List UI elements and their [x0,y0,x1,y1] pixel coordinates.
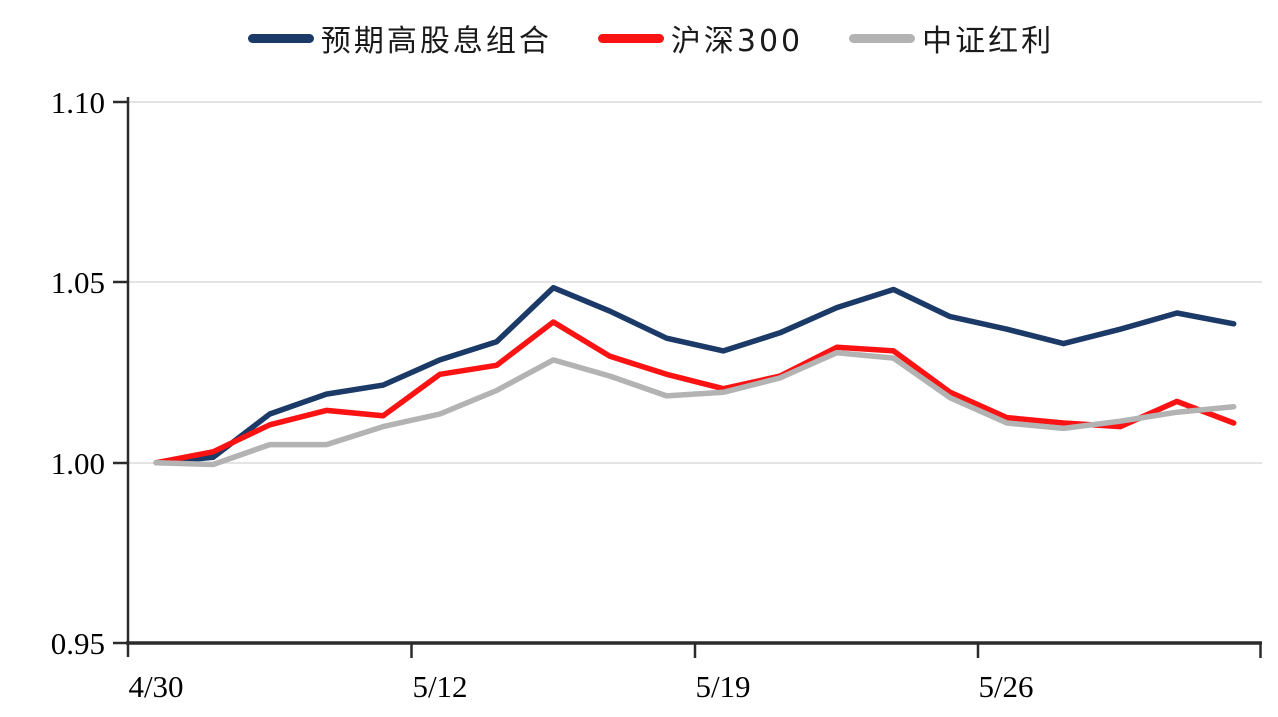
series-line-2 [153,319,1237,466]
legend-item-hs300: 沪深300 [597,16,804,60]
y-label-1-05: 1.05 [51,265,105,300]
y-label-1-10: 1.10 [51,85,105,120]
x-label-4-30: 4/30 [128,669,183,704]
x-axis-ticks [410,643,1262,658]
legend-swatch-hs300 [597,33,664,43]
x-label-5-26: 5/26 [978,669,1033,704]
series-lines [153,284,1237,468]
legend-item-portfolio: 预期高股息组合 [247,16,552,60]
y-label-1-00: 1.00 [51,446,105,481]
y-axis-ticks [113,100,129,645]
legend-item-dividend-index: 中证红利 [849,16,1054,60]
series-line-3 [153,349,1237,468]
legend-label-hs300: 沪深300 [670,24,804,59]
y-axis-labels: 1.10 1.05 1.00 0.95 [51,85,105,661]
x-label-5-12: 5/12 [412,669,467,704]
gridlines [128,101,1262,464]
legend: 预期高股息组合 沪深300 中证红利 [12,16,1278,60]
series-line-1 [153,284,1237,466]
legend-swatch-portfolio [247,33,314,43]
x-axis-labels: 4/30 5/12 5/19 5/26 [128,669,1033,704]
legend-swatch-dividend-index [849,33,916,43]
x-label-5-19: 5/19 [695,669,750,704]
legend-label-dividend-index: 中证红利 [922,24,1055,59]
y-label-0-95: 0.95 [51,626,105,661]
legend-label-portfolio: 预期高股息组合 [320,24,552,59]
